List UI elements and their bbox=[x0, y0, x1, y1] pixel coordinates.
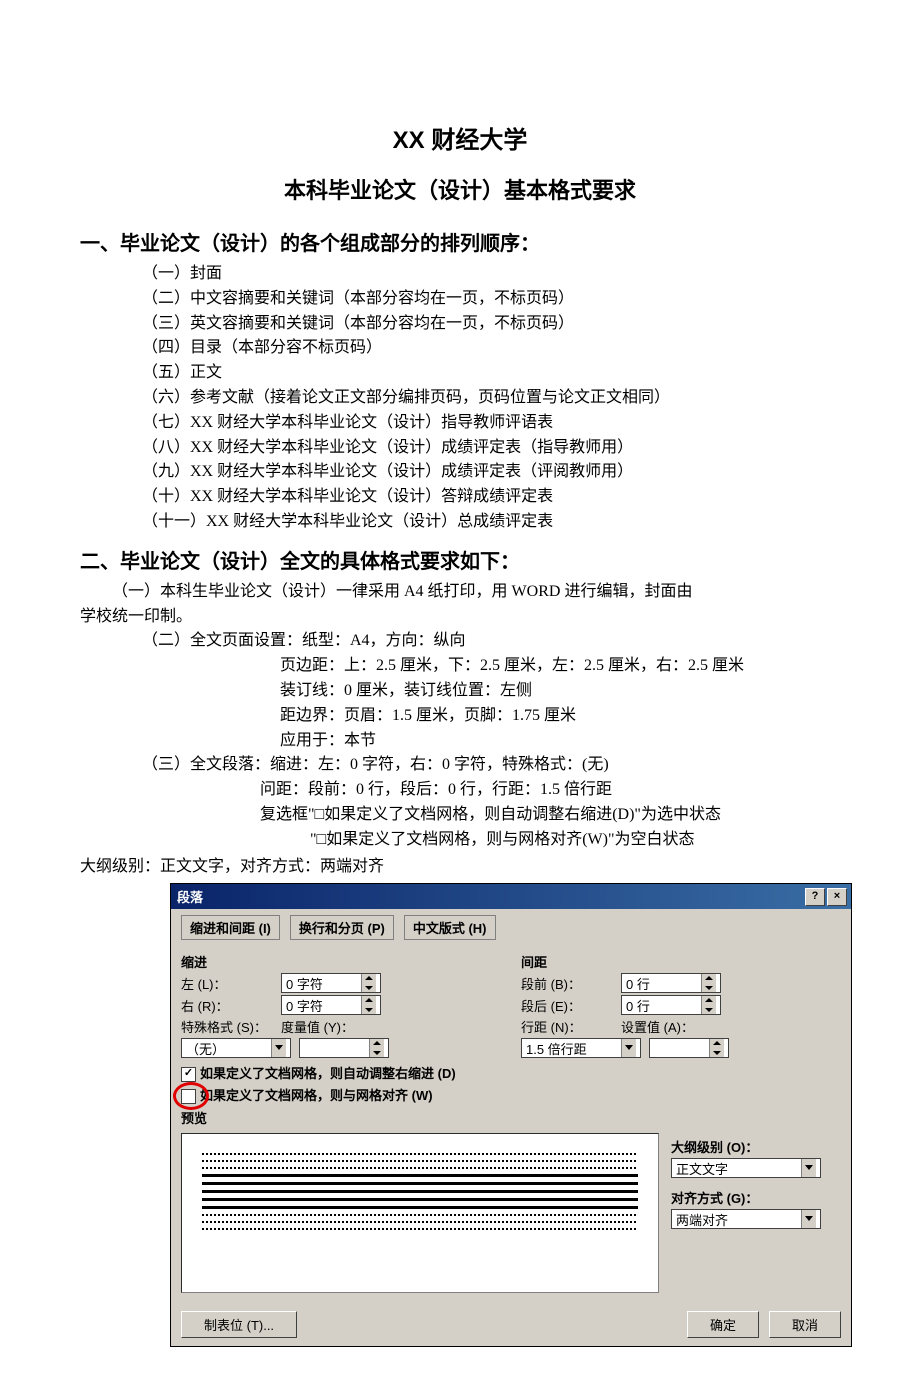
preview-label: 预览 bbox=[181, 1108, 841, 1127]
list-item: （八）XX 财经大学本科毕业论文（设计）成绩评定表（指导教师用） bbox=[142, 436, 840, 461]
dialog-titlebar: 段落 ? × bbox=[171, 884, 851, 909]
preview-box bbox=[181, 1133, 659, 1293]
line-label: 行距 (N)： bbox=[521, 1017, 621, 1036]
tab-asian[interactable]: 中文版式 (H) bbox=[404, 915, 496, 940]
title-main: XX 财经大学 bbox=[80, 120, 840, 155]
after-label: 段后 (E)： bbox=[521, 996, 621, 1015]
after-input[interactable]: 0 行 bbox=[621, 995, 721, 1015]
right-input[interactable]: 0 字符 bbox=[281, 995, 381, 1015]
line-select[interactable]: 1.5 倍行距 bbox=[521, 1038, 641, 1058]
dialog-tabs: 缩进和间距 (I) 换行和分页 (P) 中文版式 (H) bbox=[181, 915, 841, 940]
chevron-down-icon[interactable] bbox=[801, 1159, 816, 1177]
list-item: （三）英文容摘要和关键词（本部分容均在一页，不标页码） bbox=[142, 312, 840, 337]
spinner-icon[interactable] bbox=[701, 974, 716, 992]
chevron-down-icon[interactable] bbox=[271, 1039, 286, 1057]
cancel-button[interactable]: 取消 bbox=[769, 1311, 841, 1338]
list-item: （二）中文容摘要和关键词（本部分容均在一页，不标页码） bbox=[142, 287, 840, 312]
spinner-icon[interactable] bbox=[361, 974, 376, 992]
paragraph-dialog: 段落 ? × 缩进和间距 (I) 换行和分页 (P) 中文版式 (H) 缩进 左… bbox=[170, 883, 852, 1347]
align-select[interactable]: 两端对齐 bbox=[671, 1209, 821, 1229]
spinner-icon[interactable] bbox=[709, 1039, 724, 1057]
special-select[interactable]: （无） bbox=[181, 1038, 291, 1058]
checkbox-icon[interactable]: ✓ bbox=[181, 1067, 196, 1082]
before-input[interactable]: 0 行 bbox=[621, 973, 721, 993]
section1-heading: 一、毕业论文（设计）的各个组成部分的排列顺序： bbox=[80, 227, 840, 256]
list-item: （十）XX 财经大学本科毕业论文（设计）答辩成绩评定表 bbox=[142, 485, 840, 510]
para-2-1a: （一）本科生毕业论文（设计）一律采用 A4 纸打印，用 WORD 进行编辑，封面… bbox=[80, 580, 840, 605]
para-2-1b: 学校统一印制。 bbox=[80, 605, 840, 630]
by-label: 度量值 (Y)： bbox=[281, 1017, 361, 1036]
list-item: 距边界：页眉：1.5 厘米，页脚：1.75 厘米 bbox=[280, 704, 840, 729]
checkbox-auto-indent[interactable]: ✓如果定义了文档网格，则自动调整右缩进 (D) bbox=[181, 1063, 841, 1082]
help-button[interactable]: ? bbox=[805, 888, 825, 906]
dialog-title: 段落 bbox=[175, 887, 803, 906]
tab-pagebreak[interactable]: 换行和分页 (P) bbox=[290, 915, 394, 940]
list-item: （七）XX 财经大学本科毕业论文（设计）指导教师评语表 bbox=[142, 411, 840, 436]
at-input[interactable] bbox=[649, 1038, 729, 1058]
tabs-button[interactable]: 制表位 (T)... bbox=[181, 1311, 297, 1338]
list-item: "□如果定义了文档网格，则与网格对齐(W)"为空白状态 bbox=[310, 828, 840, 853]
list-item: 问距：段前：0 行，段后：0 行，行距：1.5 倍行距 bbox=[260, 778, 840, 803]
close-button[interactable]: × bbox=[827, 888, 847, 906]
at-label: 设置值 (A)： bbox=[621, 1017, 701, 1036]
list-item: 装订线：0 厘米，装订线位置：左侧 bbox=[280, 679, 840, 704]
before-label: 段前 (B)： bbox=[521, 974, 621, 993]
list-item: 应用于：本节 bbox=[280, 729, 840, 754]
chevron-down-icon[interactable] bbox=[621, 1039, 636, 1057]
align-label: 对齐方式 (G)： bbox=[671, 1188, 841, 1207]
spinner-icon[interactable] bbox=[361, 996, 376, 1014]
spinner-icon[interactable] bbox=[369, 1039, 384, 1057]
group-indent-label: 缩进 bbox=[181, 952, 501, 971]
group-spacing-label: 间距 bbox=[521, 952, 841, 971]
spinner-icon[interactable] bbox=[701, 996, 716, 1014]
left-input[interactable]: 0 字符 bbox=[281, 973, 381, 993]
list-item: （十一）XX 财经大学本科毕业论文（设计）总成绩评定表 bbox=[142, 510, 840, 535]
title-sub: 本科毕业论文（设计）基本格式要求 bbox=[80, 173, 840, 205]
list-item: （五）正文 bbox=[142, 361, 840, 386]
list-item: （一）封面 bbox=[142, 262, 840, 287]
para-2-3-sub: 问距：段前：0 行，段后：0 行，行距：1.5 倍行距复选框"□如果定义了文档网… bbox=[80, 778, 840, 852]
right-label: 右 (R)： bbox=[181, 996, 281, 1015]
para-2-2: （二）全文页面设置：纸型：A4，方向：纵向 bbox=[142, 629, 840, 654]
left-label: 左 (L)： bbox=[181, 974, 281, 993]
list-item: （九）XX 财经大学本科毕业论文（设计）成绩评定表（评阅教师用） bbox=[142, 460, 840, 485]
special-label: 特殊格式 (S)： bbox=[181, 1017, 281, 1036]
para-2-2-sub: 页边距：上：2.5 厘米，下：2.5 厘米，左：2.5 厘米，右：2.5 厘米装… bbox=[80, 654, 840, 753]
outline-select[interactable]: 正文文字 bbox=[671, 1158, 821, 1178]
outline-label: 大纲级别 (O)： bbox=[671, 1137, 841, 1156]
checkbox-snap-grid[interactable]: 如果定义了文档网格，则与网格对齐 (W) bbox=[181, 1085, 841, 1104]
para-2-3: （三）全文段落：缩进：左：0 字符，右：0 字符，特殊格式：(无) bbox=[142, 753, 840, 778]
red-circle-annotation bbox=[173, 1082, 209, 1110]
document-page: XX 财经大学 本科毕业论文（设计）基本格式要求 一、毕业论文（设计）的各个组成… bbox=[0, 0, 920, 1387]
outline-line: 大纲级别：正文文字，对齐方式：两端对齐 bbox=[80, 855, 840, 880]
list-item: 页边距：上：2.5 厘米，下：2.5 厘米，左：2.5 厘米，右：2.5 厘米 bbox=[280, 654, 840, 679]
chevron-down-icon[interactable] bbox=[801, 1210, 816, 1228]
section1-list: （一）封面（二）中文容摘要和关键词（本部分容均在一页，不标页码）（三）英文容摘要… bbox=[80, 262, 840, 535]
list-item: （六）参考文献（接着论文正文部分编排页码，页码位置与论文正文相同） bbox=[142, 386, 840, 411]
list-item: （四）目录（本部分容不标页码） bbox=[142, 336, 840, 361]
ok-button[interactable]: 确定 bbox=[687, 1311, 759, 1338]
tab-indent[interactable]: 缩进和间距 (I) bbox=[181, 915, 280, 940]
list-item: 复选框"□如果定义了文档网格，则自动调整右缩进(D)"为选中状态 bbox=[260, 803, 840, 828]
by-input[interactable] bbox=[299, 1038, 389, 1058]
section2-heading: 二、毕业论文（设计）全文的具体格式要求如下： bbox=[80, 545, 840, 574]
